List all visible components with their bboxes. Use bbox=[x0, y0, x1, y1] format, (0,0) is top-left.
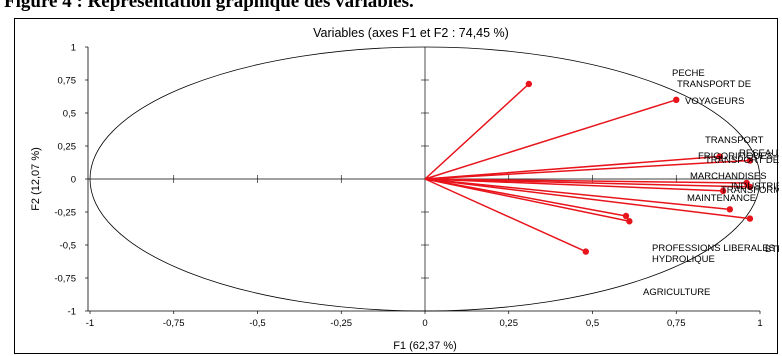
label-maintenance: MAINTENANCE bbox=[687, 193, 756, 204]
vector-2 bbox=[424, 155, 720, 180]
point-9 bbox=[746, 215, 754, 222]
point-7 bbox=[726, 206, 734, 213]
label-transformation: TRANSFORMATION bbox=[721, 185, 779, 196]
label-transport-voyageurs-line2: VOYAGEURS bbox=[685, 96, 744, 107]
label-peche: PECHE bbox=[672, 68, 705, 79]
vector-1 bbox=[424, 99, 677, 180]
point-1 bbox=[673, 96, 680, 104]
point-8 bbox=[622, 212, 630, 220]
label-transport-de-line2: TRANSPORT DE bbox=[705, 155, 779, 166]
variable-labels: PECHE TRANSPORT DE VOYAGEURS TRANSPORT F… bbox=[643, 68, 779, 298]
label-hydrolique: HYDROLIQUE bbox=[652, 254, 715, 265]
point-6 bbox=[719, 187, 727, 195]
y-axis-label: F2 (12,07 %) bbox=[30, 147, 42, 211]
point-3 bbox=[746, 157, 754, 164]
x-tick-label-5: 0,25 bbox=[500, 318, 519, 329]
x-tick-label-2: -0,5 bbox=[249, 318, 265, 329]
point-2 bbox=[716, 153, 723, 160]
point-11 bbox=[582, 248, 589, 255]
y-tick-labels: 1 0,75 0,5 0,25 0 -0,25 -0,5 -0,75 -1 bbox=[54, 43, 88, 318]
vector-7 bbox=[424, 178, 730, 211]
vector-5 bbox=[424, 178, 750, 188]
x-tick-label-7: 0,75 bbox=[667, 318, 686, 329]
x-tick-label-8: 1 bbox=[757, 318, 762, 329]
figure-caption: Figure 4 : Représentation graphique des … bbox=[4, 0, 414, 12]
label-marchandises: MARCHANDISES bbox=[690, 171, 767, 182]
y-tick-label-4: 0 bbox=[71, 175, 76, 186]
vector-10 bbox=[424, 178, 630, 222]
label-btp: BTP bbox=[765, 244, 779, 255]
x-tick-label-0: -1 bbox=[86, 318, 94, 329]
vector-6 bbox=[424, 178, 724, 192]
chart-frame: Variables (axes F1 et F2 : 74,45 %) -1 -0… bbox=[14, 18, 779, 354]
x-axis-label: F1 (62,37 %) bbox=[393, 340, 457, 352]
x-tick-label-6: 0,5 bbox=[586, 318, 599, 329]
y-tick-label-6: -0,5 bbox=[60, 241, 76, 252]
label-transport-voyageurs-line1: TRANSPORT DE bbox=[677, 79, 751, 90]
vector-0 bbox=[424, 83, 530, 180]
y-tick-label-2: 0,5 bbox=[63, 109, 76, 120]
y-tick-label-7: -0,75 bbox=[54, 274, 76, 285]
y-tick-label-3: 0,25 bbox=[58, 142, 77, 153]
point-0 bbox=[525, 80, 533, 88]
x-tick-label-3: -0,25 bbox=[330, 318, 352, 329]
y-tick-label-8: -1 bbox=[68, 307, 76, 318]
correlation-circle-chart: Variables (axes F1 et F2 : 74,45 %) -1 -0… bbox=[30, 26, 779, 352]
x-tick-labels: -1 -0,75 -0,5 -0,25 0 0,25 0,5 0,75 1 bbox=[86, 311, 763, 329]
variable-vectors bbox=[424, 83, 751, 253]
point-5 bbox=[746, 183, 754, 191]
vector-11 bbox=[424, 178, 587, 253]
vector-3 bbox=[424, 159, 750, 180]
label-agriculture: AGRICULTURE bbox=[643, 287, 710, 298]
point-10 bbox=[626, 218, 633, 225]
label-professions-liberales: PROFESSIONS LIBERALES bbox=[652, 243, 775, 254]
variable-points bbox=[525, 80, 754, 255]
label-industrie: INDUSTRIE bbox=[731, 181, 779, 192]
x-tick-label-1: -0,75 bbox=[163, 318, 185, 329]
y-tick-label-0: 1 bbox=[71, 43, 76, 54]
y-tick-label-1: 0,75 bbox=[58, 76, 77, 87]
chart-title: Variables (axes F1 et F2 : 74,45 %) bbox=[313, 26, 509, 40]
label-transport-line1: TRANSPORT bbox=[705, 135, 764, 146]
x-tick-label-4: 0 bbox=[422, 318, 427, 329]
vector-9 bbox=[424, 178, 751, 220]
label-reseaux: RESEAUX bbox=[739, 148, 779, 159]
label-frigorifiques: FRIGORIFIQUES bbox=[698, 151, 773, 162]
y-tick-label-5: -0,25 bbox=[54, 208, 76, 219]
